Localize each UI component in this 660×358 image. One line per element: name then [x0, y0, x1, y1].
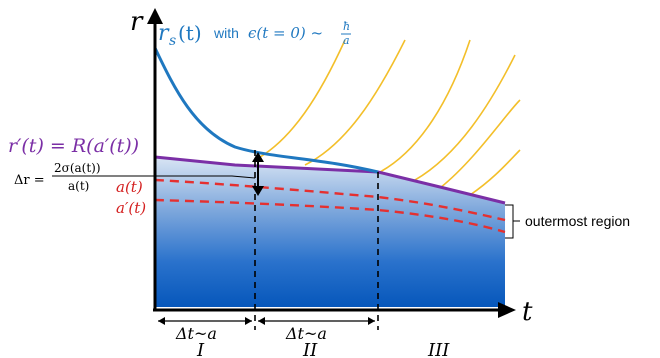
yellow-curve-1 [254, 39, 346, 161]
interval-2-label: Δt~a [285, 324, 327, 343]
delta-r-den: a(t) [68, 179, 89, 193]
outermost-label: outermost region [525, 213, 630, 229]
rs-sub: s [169, 33, 176, 49]
region-1-label: I [196, 340, 205, 358]
region-2-label: II [302, 340, 318, 358]
yellow-curve-5 [439, 99, 521, 189]
delta-r-lhs: Δr = [14, 173, 45, 188]
rs-label: r s (t) with ϵ(t = 0) ~ ħ a [158, 20, 351, 49]
x-axis-arrowhead [498, 302, 516, 318]
region-3-label: III [427, 340, 450, 358]
x-axis-label: t [522, 297, 533, 327]
rs-frac-den: a [343, 34, 350, 47]
shaded-region [155, 157, 505, 307]
delta-r-leader-line [108, 175, 256, 179]
y-axis-label: r [130, 7, 144, 37]
yellow-curve-6 [469, 149, 521, 196]
yellow-curves [254, 39, 521, 196]
rs-main: r [158, 21, 170, 46]
outermost-bracket [505, 204, 520, 239]
rs-arg: (t) [178, 21, 202, 45]
a-t-dashed-curve [154, 178, 506, 222]
interval-arrow-1 [158, 317, 252, 325]
blue-curve [153, 47, 379, 174]
yellow-curve-2 [304, 39, 406, 166]
interval-arrow-2 [258, 317, 375, 325]
y-axis-arrowhead [147, 8, 163, 24]
delta-r-num: 2σ(a(t)) [54, 161, 101, 175]
rs-with: with [213, 25, 239, 41]
yellow-curve-4 [414, 54, 516, 181]
rs-frac-num: ħ [343, 20, 350, 33]
a-t-label: a(t) [116, 178, 143, 196]
axes [147, 8, 516, 318]
rprime-label: r′(t) = R(a′(t)) [8, 135, 139, 157]
delta-r-label: Δr = 2σ(a(t)) a(t) [14, 161, 108, 193]
rs-eps: ϵ(t = 0) ~ [248, 24, 323, 42]
a-prime-t-dashed-curve [154, 198, 506, 234]
a-prime-t-label: a′(t) [116, 199, 146, 217]
yellow-curve-3 [379, 39, 471, 173]
interval-1-label: Δt~a [175, 324, 217, 343]
